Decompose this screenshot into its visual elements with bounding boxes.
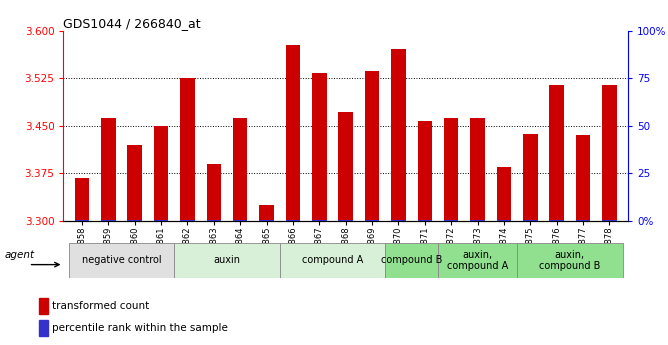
Bar [280, 243, 385, 278]
Bar [576, 219, 591, 221]
Bar [101, 219, 116, 221]
Bar [180, 78, 194, 221]
Bar [233, 118, 247, 221]
Bar [174, 243, 280, 278]
Bar [75, 178, 89, 221]
Bar [497, 167, 511, 221]
Bar [470, 219, 485, 221]
Bar [603, 219, 617, 221]
Bar [39, 298, 48, 314]
Text: GDS1044 / 266840_at: GDS1044 / 266840_at [63, 17, 201, 30]
Bar [180, 219, 194, 221]
Bar [470, 118, 485, 221]
Bar [233, 219, 247, 221]
Bar [206, 164, 221, 221]
Bar [418, 121, 432, 221]
Bar [312, 73, 327, 221]
Bar [339, 220, 353, 221]
Bar [418, 219, 432, 221]
Text: auxin,
compound A: auxin, compound A [447, 250, 508, 271]
Bar [444, 118, 458, 221]
Bar [69, 243, 174, 278]
Text: auxin: auxin [214, 256, 240, 265]
Bar [312, 219, 327, 221]
Bar [286, 45, 300, 221]
Bar [523, 134, 538, 221]
Bar [39, 320, 48, 336]
Bar [550, 85, 564, 221]
Text: percentile rank within the sample: percentile rank within the sample [52, 323, 228, 333]
Bar [365, 71, 379, 221]
Bar [259, 205, 274, 221]
Bar [603, 86, 617, 221]
Bar [385, 243, 438, 278]
Bar [497, 220, 511, 221]
Text: compound B: compound B [381, 256, 442, 265]
Bar [391, 49, 405, 221]
Bar [154, 219, 168, 221]
Text: auxin,
compound B: auxin, compound B [539, 250, 601, 271]
Bar [286, 219, 300, 221]
Text: transformed count: transformed count [52, 301, 149, 311]
Bar [438, 243, 517, 278]
Text: compound A: compound A [302, 256, 363, 265]
Bar [576, 135, 591, 221]
Bar [101, 118, 116, 221]
Text: agent: agent [5, 250, 35, 260]
Bar [517, 243, 623, 278]
Bar [444, 219, 458, 221]
Bar [339, 112, 353, 221]
Bar [523, 220, 538, 221]
Bar [365, 219, 379, 221]
Bar [154, 126, 168, 221]
Bar [391, 219, 405, 221]
Bar [128, 145, 142, 221]
Text: negative control: negative control [81, 256, 161, 265]
